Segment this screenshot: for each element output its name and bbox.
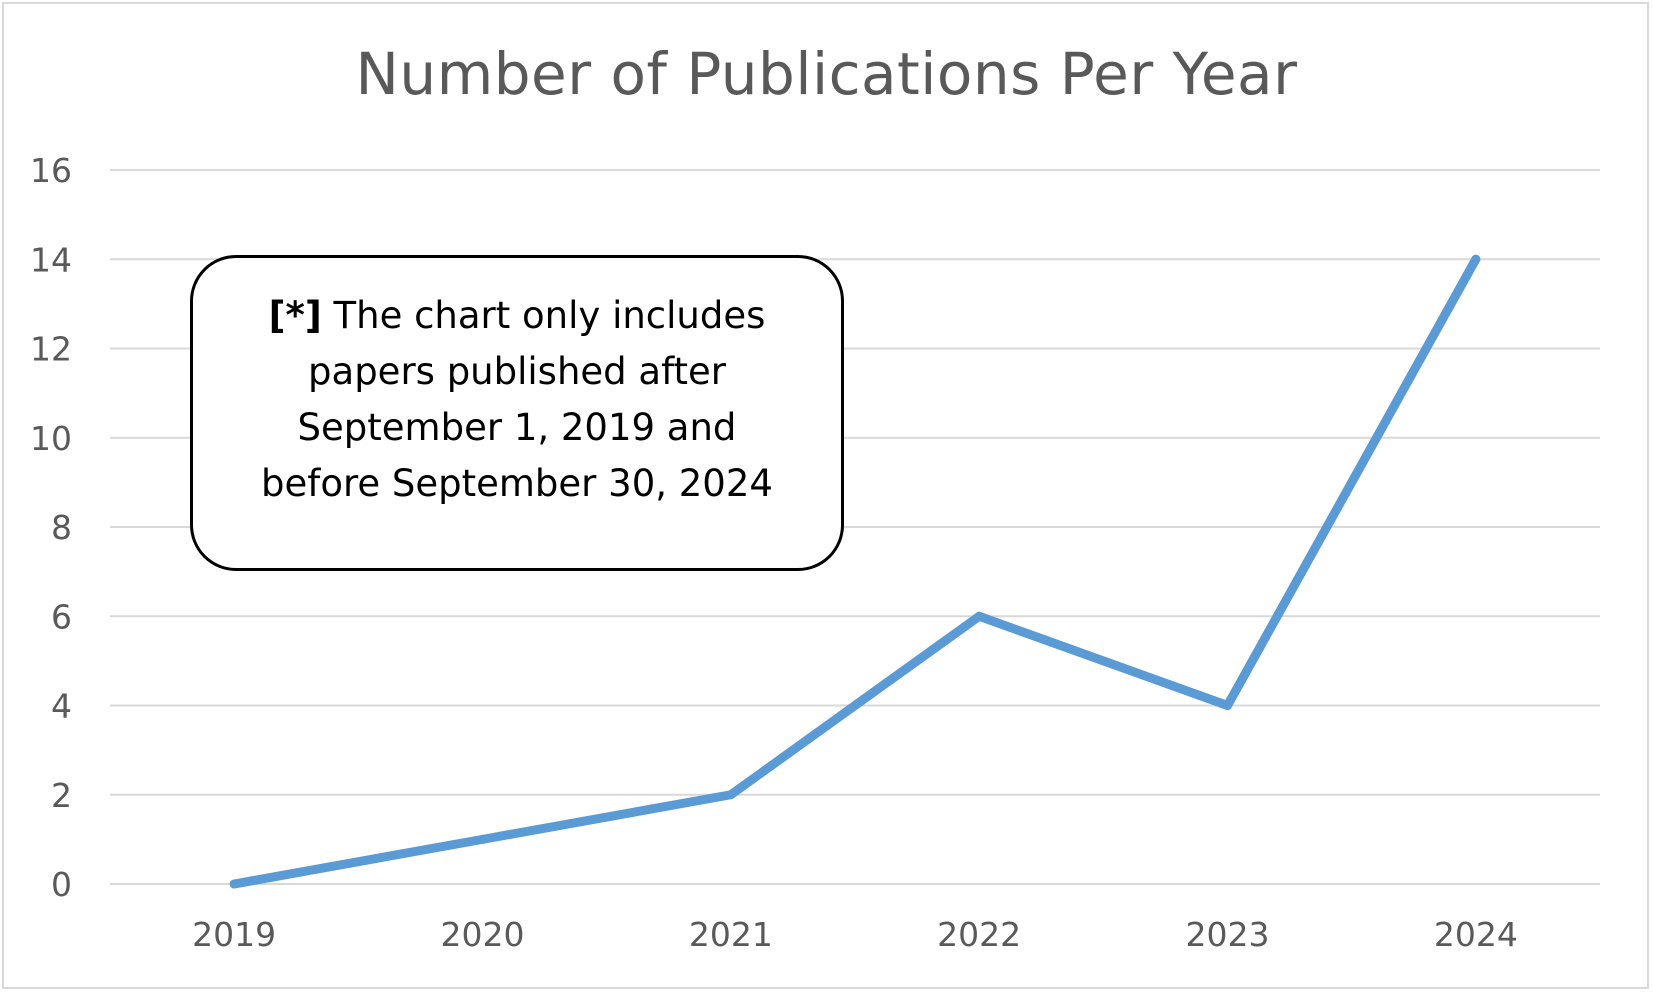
y-tick-label-10: 10 bbox=[30, 419, 72, 458]
annotation-box: [*] The chart only includes papers publi… bbox=[190, 255, 844, 571]
x-tick-label-2023: 2023 bbox=[1186, 915, 1270, 954]
x-tick-label-2022: 2022 bbox=[937, 915, 1021, 954]
annotation-line-3: September 1, 2019 and bbox=[297, 406, 737, 449]
data-point-2024 bbox=[1471, 254, 1481, 264]
data-point-2022 bbox=[974, 611, 984, 621]
data-point-2020 bbox=[478, 834, 487, 844]
y-tick-label-6: 6 bbox=[51, 597, 72, 636]
y-tick-label-8: 8 bbox=[51, 508, 72, 547]
x-axis-ticks: 2019 2020 2021 2022 2023 2024 bbox=[192, 915, 1518, 954]
y-tick-label-4: 4 bbox=[51, 687, 72, 726]
chart-title: Number of Publications Per Year bbox=[355, 40, 1298, 108]
data-point-2023 bbox=[1223, 701, 1232, 710]
y-tick-label-0: 0 bbox=[51, 865, 72, 904]
series-layer bbox=[229, 254, 1481, 889]
annotation-text: [*] The chart only includes papers publi… bbox=[261, 288, 773, 512]
x-tick-label-2019: 2019 bbox=[192, 915, 276, 954]
y-tick-label-12: 12 bbox=[30, 330, 72, 369]
annotation-line-4: before September 30, 2024 bbox=[261, 462, 773, 505]
y-tick-label-14: 14 bbox=[30, 240, 72, 279]
series-line-0 bbox=[229, 254, 1481, 889]
annotation-marker: [*] bbox=[268, 294, 322, 337]
data-point-2021 bbox=[726, 790, 736, 800]
x-tick-label-2024: 2024 bbox=[1434, 915, 1518, 954]
y-tick-label-16: 16 bbox=[30, 151, 72, 190]
y-axis-ticks: 0 2 4 6 8 10 12 14 16 bbox=[30, 151, 72, 904]
data-point-2019 bbox=[229, 879, 239, 889]
annotation-line-2: papers published after bbox=[308, 350, 726, 393]
x-tick-label-2020: 2020 bbox=[441, 915, 525, 954]
annotation-line-1: The chart only includes bbox=[333, 294, 766, 337]
y-tick-label-2: 2 bbox=[51, 776, 72, 815]
x-tick-label-2021: 2021 bbox=[689, 915, 773, 954]
